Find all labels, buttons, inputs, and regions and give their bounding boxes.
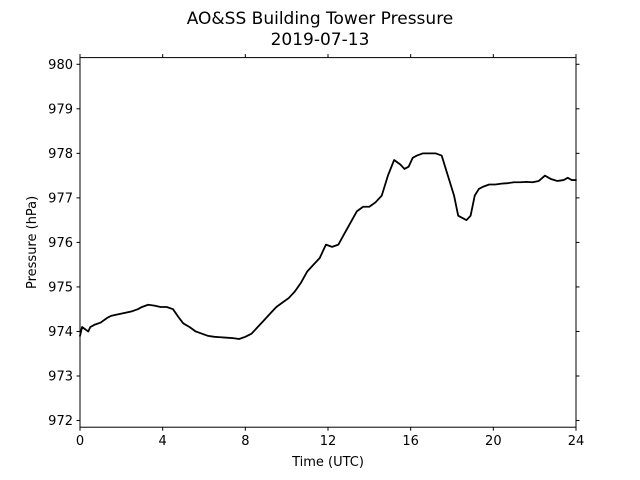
series-layer (79, 152, 577, 340)
x-tick-label: 0 (76, 434, 84, 449)
chart-subtitle: 2019-07-13 (271, 30, 370, 50)
y-tick-label: 978 (48, 147, 73, 162)
chart-title: AO&SS Building Tower Pressure (187, 9, 454, 29)
y-tick-label: 976 (48, 236, 73, 251)
x-axis-ticks: 0 4 8 12 16 20 24 (76, 54, 584, 449)
y-tick-label: 974 (48, 325, 73, 340)
y-tick-label: 972 (48, 414, 73, 429)
x-tick-label: 20 (485, 434, 502, 449)
x-axis-label: Time (UTC) (291, 455, 364, 470)
y-tick-label: 973 (48, 369, 73, 384)
x-tick-label: 12 (320, 434, 337, 449)
series-line-0 (79, 152, 577, 340)
y-tick-label: 977 (48, 191, 73, 206)
x-tick-label: 24 (568, 434, 585, 449)
x-tick-label: 8 (241, 434, 249, 449)
x-tick-label: 16 (402, 434, 419, 449)
y-axis-ticks: 972 973 974 975 976 977 978 979 980 (48, 58, 580, 429)
y-tick-label: 979 (48, 102, 73, 117)
x-tick-label: 4 (159, 434, 167, 449)
y-tick-label: 975 (48, 280, 73, 295)
y-axis-label: Pressure (hPa) (25, 196, 40, 289)
y-tick-label: 980 (48, 58, 73, 73)
plot-area: 0 4 8 12 16 20 24 972 973 974 975 976 977 978 979 980 (48, 54, 584, 449)
